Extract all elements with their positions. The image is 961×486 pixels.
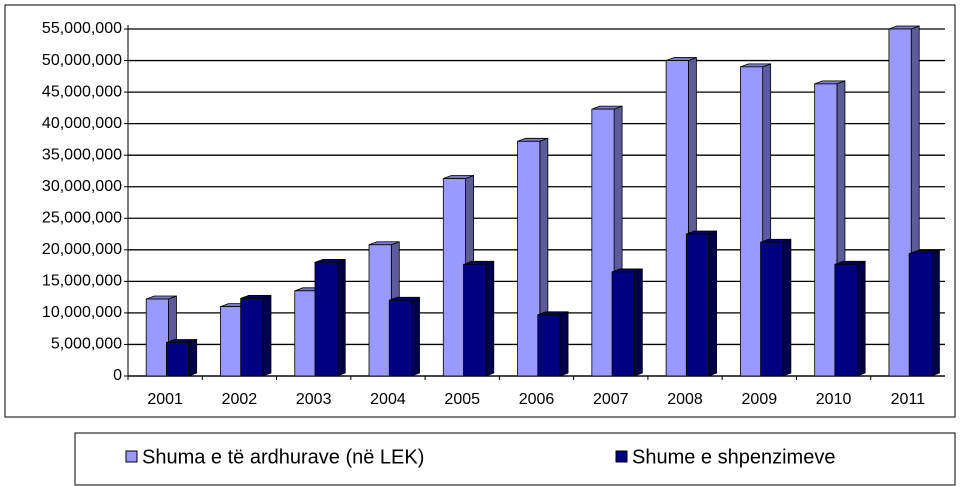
bar-group	[611, 268, 643, 377]
bar-side	[931, 250, 940, 377]
bar	[145, 298, 169, 377]
bar	[314, 262, 338, 377]
bar-side	[856, 260, 866, 377]
bar	[888, 28, 912, 377]
x-tick-label: 2006	[519, 391, 555, 408]
bar	[685, 233, 710, 377]
bar	[442, 178, 466, 377]
y-tick-label: 45,000,000	[42, 83, 122, 100]
bar-group	[388, 296, 420, 377]
bar-group	[166, 338, 198, 377]
legend-label: Shume e shpenzimeve	[632, 446, 835, 468]
bar	[166, 342, 190, 377]
legend-label: Shuma e të ardhurave (në LEK)	[142, 446, 424, 468]
y-tick-label: 20,000,000	[42, 241, 122, 258]
bar	[834, 263, 858, 377]
bar	[611, 271, 635, 377]
bar	[220, 306, 244, 377]
bar-group	[537, 311, 569, 377]
bar-side	[188, 338, 198, 377]
x-tick-label: 2005	[444, 391, 480, 408]
y-tick-label: 15,000,000	[42, 273, 122, 290]
x-tick-label: 2002	[222, 391, 258, 408]
bar-side	[633, 268, 643, 377]
y-tick-label: 0	[113, 367, 122, 384]
x-tick-label: 2009	[742, 391, 778, 408]
bar-side	[485, 260, 495, 377]
bar-side	[708, 230, 718, 377]
bar-group	[834, 260, 866, 377]
bar	[388, 299, 412, 377]
y-tick-label: 25,000,000	[42, 209, 122, 226]
y-tick-label: 30,000,000	[42, 178, 122, 195]
bar	[240, 297, 264, 377]
bar-side	[782, 238, 792, 377]
x-tick-label: 2011	[891, 391, 926, 408]
bar	[517, 140, 541, 377]
bar-side	[559, 311, 569, 377]
bar-side	[262, 294, 272, 377]
plot-frame	[4, 4, 956, 418]
bar-group	[760, 238, 792, 377]
bar	[760, 241, 784, 377]
bar	[908, 253, 932, 377]
bar	[665, 60, 689, 377]
y-tick-label: 5,000,000	[51, 336, 122, 353]
x-tick-label: 2007	[593, 391, 629, 408]
bar	[368, 244, 392, 377]
bar-group	[314, 258, 346, 377]
bar-side	[336, 258, 346, 377]
bar	[537, 314, 561, 377]
bar-group	[240, 294, 272, 377]
x-tick-label: 2004	[370, 391, 406, 408]
bar-group	[685, 230, 718, 377]
y-tick-label: 40,000,000	[42, 115, 122, 132]
y-tick-label: 50,000,000	[42, 52, 122, 69]
bar-group	[908, 250, 940, 377]
x-tick-label: 2010	[816, 391, 852, 408]
legend-frame	[74, 432, 956, 486]
bar	[463, 263, 487, 377]
y-tick-label: 10,000,000	[42, 304, 122, 321]
bar	[591, 108, 615, 377]
legend-swatch	[125, 450, 138, 463]
x-tick-label: 2008	[667, 391, 703, 408]
x-tick-label: 2001	[147, 391, 183, 408]
bar	[294, 290, 318, 377]
bar	[739, 66, 764, 377]
x-tick-label: 2003	[296, 391, 332, 408]
y-tick-label: 55,000,000	[42, 20, 122, 37]
bar	[814, 83, 838, 377]
bar-side	[411, 296, 420, 377]
bar-group	[463, 260, 495, 377]
legend-swatch	[615, 450, 628, 463]
y-tick-label: 35,000,000	[42, 146, 122, 163]
